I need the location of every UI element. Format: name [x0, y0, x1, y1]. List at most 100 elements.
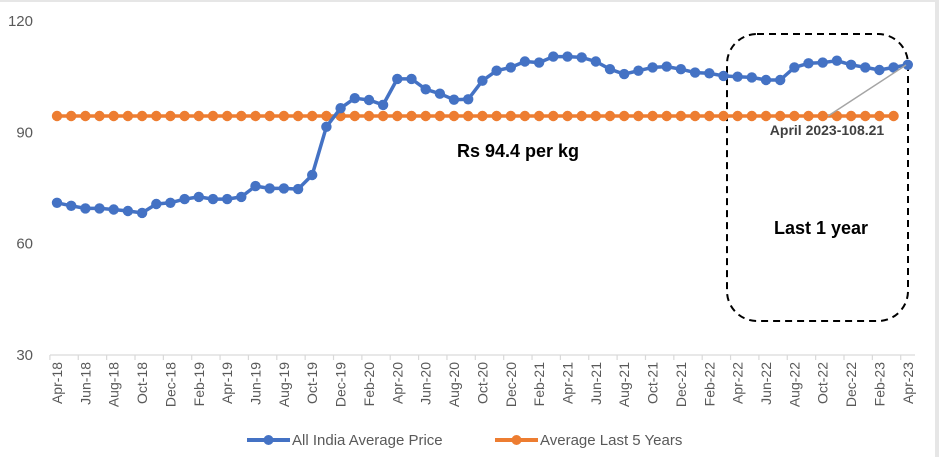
data-point[interactable] [831, 110, 843, 122]
data-point[interactable] [264, 183, 275, 194]
data-point[interactable] [122, 205, 134, 217]
data-point[interactable] [491, 65, 502, 76]
data-point[interactable] [590, 110, 601, 122]
data-point[interactable] [633, 110, 644, 122]
data-point[interactable] [377, 99, 389, 111]
data-point[interactable] [406, 73, 417, 85]
data-point[interactable] [619, 68, 630, 80]
data-point[interactable] [377, 110, 389, 122]
data-point[interactable] [718, 70, 729, 82]
data-point[interactable] [136, 110, 148, 122]
data-point[interactable] [704, 110, 715, 122]
data-point[interactable] [434, 110, 446, 122]
data-point[interactable] [661, 110, 672, 122]
data-point[interactable] [292, 110, 304, 122]
data-point[interactable] [207, 110, 219, 122]
data-point[interactable] [406, 110, 417, 122]
data-point[interactable] [136, 207, 148, 219]
data-point[interactable] [420, 84, 431, 95]
data-point[interactable] [860, 62, 871, 73]
data-point[interactable] [434, 88, 446, 99]
data-point[interactable] [292, 183, 304, 195]
data-point[interactable] [278, 110, 290, 122]
data-point[interactable] [448, 110, 460, 122]
legend-item-average-last-5-years[interactable]: Average Last 5 Years [495, 432, 682, 449]
data-point[interactable] [66, 110, 77, 122]
data-point[interactable] [264, 110, 275, 122]
data-point[interactable] [307, 110, 318, 122]
data-point[interactable] [576, 52, 587, 63]
data-point[interactable] [562, 51, 573, 62]
data-point[interactable] [633, 65, 644, 76]
data-point[interactable] [746, 72, 757, 83]
data-point[interactable] [576, 110, 587, 122]
data-point[interactable] [179, 193, 190, 205]
data-point[interactable] [307, 169, 318, 181]
data-point[interactable] [845, 110, 857, 122]
data-point[interactable] [803, 58, 814, 69]
data-point[interactable] [193, 191, 204, 203]
data-point[interactable] [278, 183, 290, 194]
data-point[interactable] [392, 73, 403, 85]
data-point[interactable] [392, 110, 403, 122]
data-point[interactable] [760, 110, 772, 122]
data-point[interactable] [491, 110, 502, 122]
data-point[interactable] [675, 63, 687, 75]
data-point[interactable] [463, 94, 474, 105]
data-point[interactable] [51, 197, 63, 208]
data-point[interactable] [732, 71, 743, 82]
data-point[interactable] [519, 56, 531, 67]
data-point[interactable] [505, 110, 516, 122]
data-point[interactable] [250, 180, 261, 192]
data-point[interactable] [250, 110, 261, 122]
data-point[interactable] [704, 68, 715, 79]
data-point[interactable] [363, 110, 375, 122]
data-point[interactable] [222, 110, 233, 122]
data-point[interactable] [619, 110, 630, 122]
data-point[interactable] [108, 110, 119, 122]
data-point[interactable] [902, 59, 913, 70]
data-point[interactable] [519, 110, 531, 122]
data-point[interactable] [420, 110, 431, 122]
data-point[interactable] [165, 197, 176, 208]
data-point[interactable] [179, 110, 190, 122]
data-point[interactable] [874, 64, 885, 76]
data-point[interactable] [845, 59, 857, 70]
data-point[interactable] [789, 110, 800, 122]
data-point[interactable] [874, 110, 885, 122]
data-point[interactable] [94, 110, 105, 122]
data-point[interactable] [831, 55, 843, 66]
data-point[interactable] [463, 110, 474, 122]
data-point[interactable] [888, 110, 899, 122]
data-point[interactable] [448, 94, 460, 105]
data-point[interactable] [151, 198, 162, 210]
data-point[interactable] [817, 110, 828, 122]
data-point[interactable] [718, 110, 729, 122]
data-point[interactable] [94, 203, 105, 214]
data-point[interactable] [689, 110, 701, 122]
data-point[interactable] [661, 61, 672, 72]
data-point[interactable] [236, 110, 247, 122]
data-point[interactable] [746, 110, 757, 122]
data-point[interactable] [675, 110, 687, 122]
data-point[interactable] [122, 110, 134, 122]
data-point[interactable] [760, 74, 772, 86]
data-point[interactable] [477, 75, 488, 86]
data-point[interactable] [860, 110, 871, 122]
data-point[interactable] [321, 110, 332, 122]
data-point[interactable] [193, 110, 204, 122]
data-point[interactable] [647, 62, 658, 73]
data-point[interactable] [775, 110, 786, 122]
data-point[interactable] [349, 93, 360, 104]
data-point[interactable] [775, 74, 786, 86]
data-point[interactable] [207, 193, 219, 205]
data-point[interactable] [817, 57, 828, 68]
data-point[interactable] [732, 110, 743, 122]
data-point[interactable] [533, 57, 545, 68]
data-point[interactable] [803, 110, 814, 122]
data-point[interactable] [604, 110, 616, 122]
legend-item-all-india-average-price[interactable]: All India Average Price [247, 432, 443, 449]
data-point[interactable] [335, 103, 346, 114]
data-point[interactable] [222, 193, 233, 205]
data-point[interactable] [590, 56, 601, 67]
